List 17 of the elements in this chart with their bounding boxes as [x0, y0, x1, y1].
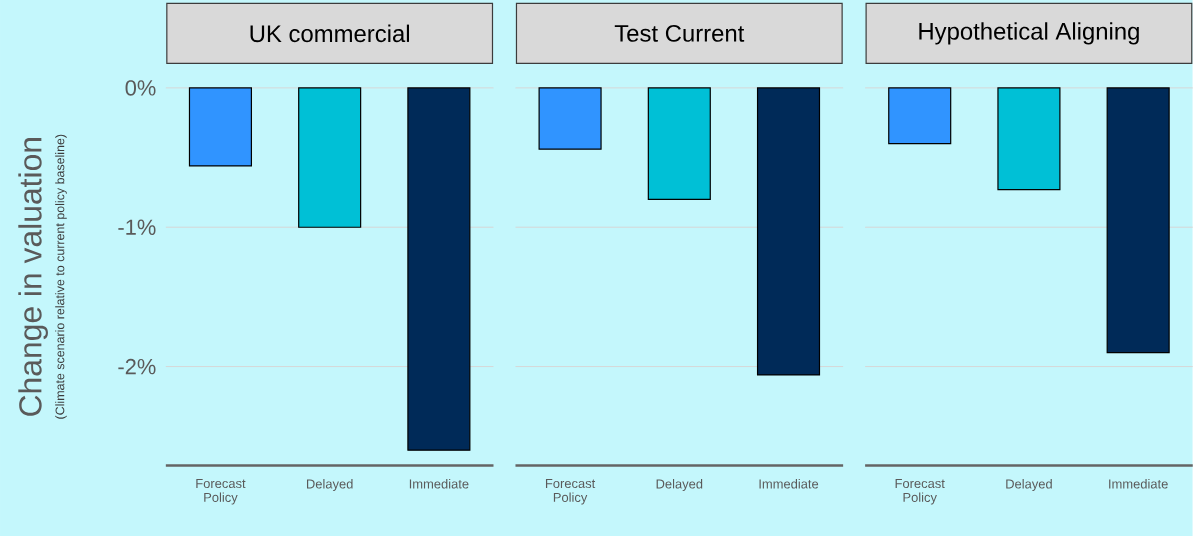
chart-title: Hypothetical Aligning: [919, 22, 1139, 45]
x-tick-label: Delayed: [1006, 478, 1052, 491]
x-tick-label: Immediate: [1109, 478, 1168, 489]
y-axis-title: Change in valuation: [18, 137, 48, 416]
y-tick-label: -1%: [118, 219, 156, 235]
y-tick-label: -2%: [118, 358, 156, 375]
x-tick-label: Immediate: [409, 478, 469, 489]
x-tick-label: Forecast Policy: [545, 478, 596, 505]
text: (Climate scenario relative to current policy baseline): [55, 134, 67, 419]
x-tick-label: Forecast Policy: [196, 478, 246, 505]
y-tick-label: 0%: [125, 79, 156, 96]
x-tick-label: Immediate: [759, 478, 819, 489]
x-tick-label: Delayed: [656, 478, 703, 491]
x-tick-label: Forecast Policy: [895, 478, 945, 505]
chart-title: Test Current: [614, 24, 745, 42]
chart-title: UK commercial: [250, 24, 409, 42]
x-tick-label: Delayed: [306, 478, 353, 491]
